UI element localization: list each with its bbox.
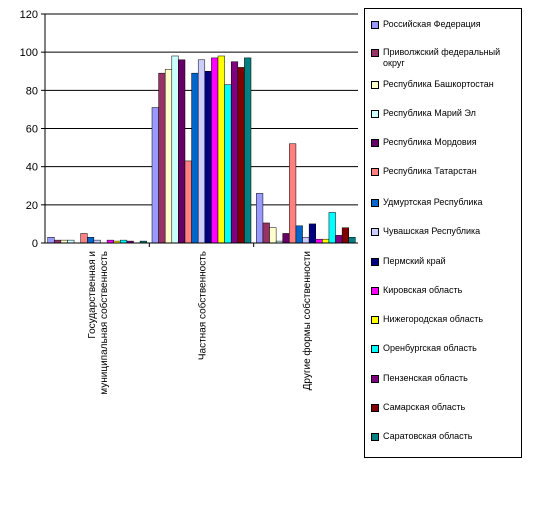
legend-swatch (371, 21, 379, 29)
bar (204, 71, 212, 244)
x-tick-labels: Государственная имуниципальная собственн… (87, 251, 313, 395)
legend-label: Республика Башкортостан (383, 79, 494, 89)
legend-swatch (371, 168, 379, 176)
x-tick-label: Другие формы собственности (301, 251, 313, 390)
legend-label: Кировская область (383, 285, 463, 295)
legend-label: Приволжский федеральный округ (383, 47, 501, 68)
legend-label: Самарская область (383, 402, 466, 412)
bar (315, 238, 323, 244)
bar (256, 193, 264, 244)
axes (44, 14, 358, 247)
bar (158, 72, 166, 244)
y-tick-label: 100 (20, 47, 38, 59)
legend-label: Удмуртская Республика (383, 197, 483, 207)
x-tick-label: Государственная имуниципальная собственн… (87, 251, 110, 395)
bar (269, 227, 277, 244)
legend-swatch (371, 139, 379, 147)
bar (335, 235, 343, 244)
y-tick-label: 20 (26, 200, 38, 212)
bar (302, 237, 310, 244)
legend-label: Нижегородская область (383, 314, 484, 324)
legend-label: Российская Федерация (383, 19, 481, 29)
bar (328, 212, 336, 244)
legend-label: Пензенская область (383, 373, 468, 383)
bar (289, 143, 297, 244)
bar (47, 237, 55, 244)
bar (348, 237, 356, 244)
bar (171, 55, 179, 244)
bar (217, 55, 225, 244)
y-tick-label: 60 (26, 124, 38, 136)
bar (191, 72, 199, 244)
legend-swatch (371, 345, 379, 353)
legend-swatch (371, 375, 379, 383)
y-tick-label: 40 (26, 162, 38, 174)
legend-swatch (371, 49, 379, 57)
y-tick-label: 120 (20, 9, 38, 21)
legend-label: Республика Марий Эл (383, 108, 476, 118)
legend-swatch (371, 404, 379, 412)
legend-swatch (371, 287, 379, 295)
bar (197, 59, 206, 244)
legend-swatch (371, 110, 379, 118)
bar (322, 238, 330, 244)
bar (224, 84, 232, 244)
bar (164, 69, 173, 244)
bar (295, 225, 303, 244)
bar (262, 222, 270, 244)
legend: Российская Федерация Приволжский федераль… (364, 8, 522, 458)
bar (282, 233, 290, 244)
bar (178, 59, 186, 244)
legend-label: Пермский край (383, 256, 446, 266)
legend-swatch (371, 199, 379, 207)
legend-label: Республика Мордовия (383, 137, 477, 147)
bar (80, 233, 88, 244)
legend-label: Оренбургская область (383, 343, 477, 353)
legend-label: Чувашская Республика (383, 226, 481, 236)
legend-label: Саратовская область (383, 431, 473, 441)
bar (151, 107, 159, 244)
y-tick-labels: 0 20 40 60 80 100 120 (20, 9, 38, 250)
bar (211, 57, 219, 244)
bar (230, 61, 239, 244)
bar (244, 57, 252, 244)
legend-swatch (371, 81, 379, 89)
bar (237, 67, 245, 244)
y-tick-label: 80 (26, 85, 38, 97)
bar (341, 227, 349, 244)
y-tick-label: 0 (32, 238, 38, 250)
bar (184, 160, 192, 244)
bar (87, 237, 95, 244)
legend-swatch (371, 228, 379, 236)
legend-swatch (371, 316, 379, 324)
legend-label: Республика Татарстан (383, 166, 477, 176)
bars (47, 55, 356, 244)
legend-swatch (371, 433, 379, 441)
legend-swatch (371, 258, 379, 266)
bar (308, 223, 316, 244)
x-tick-label: Частная собственность (197, 251, 209, 360)
